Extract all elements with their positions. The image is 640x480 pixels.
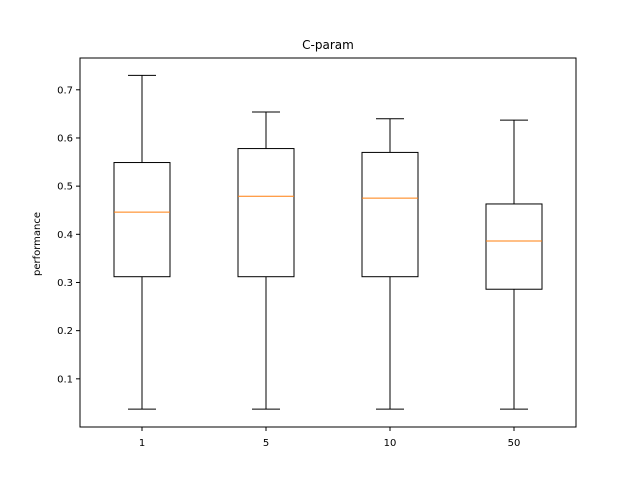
plot-area: 0.1 0.2 0.3 0.4 0.5 0.6 0.7 1 5 10 50	[57, 74, 543, 449]
y-tick-label: 0.7	[57, 85, 73, 96]
x-tick-label: 10	[384, 438, 397, 449]
iqr-box	[361, 151, 419, 278]
iqr-box	[485, 203, 543, 290]
y-tick-label: 0.1	[57, 374, 73, 385]
box-group-5	[237, 111, 295, 410]
y-tick-label: 0.4	[57, 230, 73, 241]
y-tick-label: 0.2	[57, 326, 73, 337]
box-group-50	[485, 119, 543, 410]
x-tick-label: 50	[508, 438, 521, 449]
iqr-box	[113, 162, 171, 278]
y-axis-label: performance	[32, 212, 43, 276]
axes-frame	[79, 57, 577, 428]
box-group-10	[361, 118, 419, 410]
box-group-1	[113, 74, 171, 410]
y-tick-label: 0.5	[57, 182, 73, 193]
x-tick-label: 1	[139, 438, 145, 449]
chart-title: C-param	[302, 38, 354, 52]
y-tick-label: 0.6	[57, 133, 73, 144]
y-tick-label: 0.3	[57, 278, 73, 289]
x-tick-label: 5	[263, 438, 269, 449]
iqr-box	[237, 148, 295, 278]
